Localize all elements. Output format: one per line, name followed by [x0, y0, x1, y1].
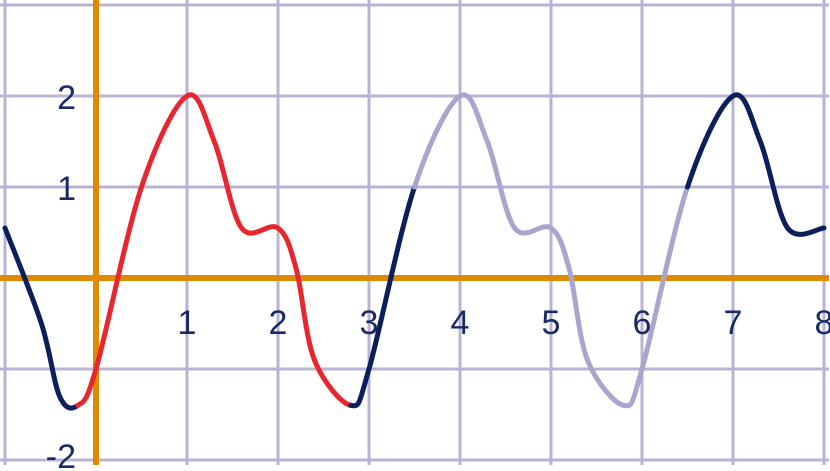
- x-tick-label: 1: [178, 304, 197, 342]
- curve-segment-5: [685, 92, 827, 237]
- y-tick-label: 2: [57, 79, 76, 117]
- x-tick-label: 7: [724, 304, 743, 342]
- x-tick-label: 3: [360, 304, 379, 342]
- curve-segment-3: [348, 184, 417, 409]
- curve-segment-4: [412, 92, 690, 409]
- curve-segment-2: [75, 92, 354, 408]
- x-tick-label: 2: [269, 304, 288, 342]
- y-tick-label: 1: [57, 170, 76, 208]
- x-tick-label: 8: [815, 304, 830, 342]
- tick-labels: 1 2 3 4 5 6 7 8 2 1 -2: [46, 79, 830, 471]
- x-tick-label: 6: [633, 304, 652, 342]
- curve-segment-1: [2, 225, 81, 411]
- series-curves: [2, 92, 827, 411]
- x-tick-label: 4: [451, 304, 470, 342]
- x-tick-label: 5: [542, 304, 561, 342]
- y-tick-label: -2: [46, 438, 76, 471]
